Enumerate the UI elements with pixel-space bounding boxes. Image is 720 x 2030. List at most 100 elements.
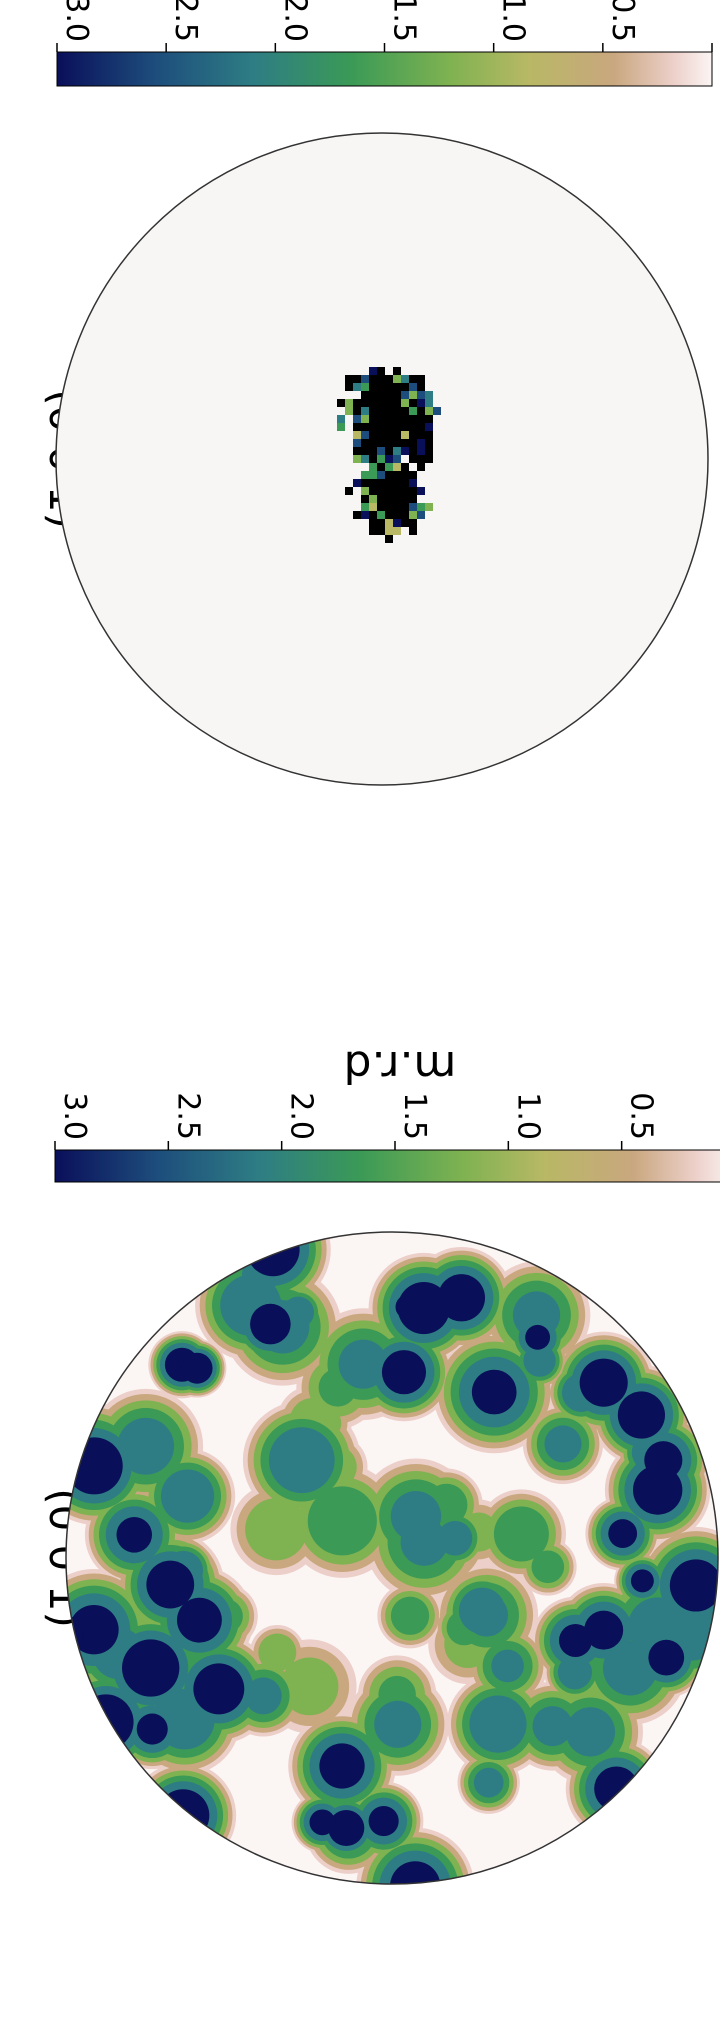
intensity-blob bbox=[397, 1281, 450, 1335]
intensity-pixel bbox=[393, 503, 401, 511]
intensity-blob bbox=[368, 1805, 399, 1837]
intensity-pixel bbox=[393, 383, 401, 391]
intensity-blob bbox=[381, 1350, 427, 1395]
intensity-pixel bbox=[417, 503, 425, 511]
intensity-pixel bbox=[361, 391, 369, 399]
intensity-blob bbox=[157, 1789, 210, 1842]
intensity-blob bbox=[250, 1303, 291, 1345]
intensity-pixel bbox=[409, 439, 417, 447]
intensity-blob bbox=[309, 1809, 336, 1836]
intensity-pixel bbox=[361, 503, 369, 511]
colorbar-tick-label: 2.0 bbox=[277, 0, 312, 42]
intensity-pixel bbox=[401, 415, 409, 423]
intensity-pixel bbox=[409, 391, 417, 399]
colorbar-tick-label: 1.0 bbox=[510, 1092, 545, 1140]
intensity-pixel bbox=[417, 431, 425, 439]
intensity-pixel bbox=[369, 463, 377, 471]
intensity-pixel bbox=[369, 415, 377, 423]
intensity-pixel bbox=[417, 383, 425, 391]
intensity-blob bbox=[246, 1232, 300, 1277]
intensity-pixel bbox=[385, 511, 393, 519]
intensity-pixel bbox=[369, 455, 377, 463]
intensity-blob bbox=[390, 1596, 430, 1635]
intensity-blob bbox=[328, 1809, 365, 1847]
intensity-pixel bbox=[409, 431, 417, 439]
top-intensity-cluster bbox=[337, 367, 441, 543]
colorbar-tick-label: 1.5 bbox=[397, 1092, 432, 1140]
intensity-blob bbox=[458, 1587, 506, 1634]
colorbar-tick-label: 2.5 bbox=[170, 1092, 205, 1140]
intensity-pixel bbox=[409, 519, 417, 527]
intensity-pixel bbox=[393, 447, 401, 455]
intensity-pixel bbox=[369, 439, 377, 447]
intensity-pixel bbox=[401, 495, 409, 503]
intensity-pixel bbox=[353, 479, 361, 487]
intensity-pixel bbox=[377, 375, 385, 383]
intensity-pixel bbox=[417, 399, 425, 407]
intensity-pixel bbox=[361, 447, 369, 455]
intensity-blob bbox=[531, 1550, 565, 1584]
intensity-pixel bbox=[393, 431, 401, 439]
intensity-blob bbox=[630, 1569, 654, 1593]
intensity-pixel bbox=[385, 383, 393, 391]
bottom-colorbar bbox=[54, 1149, 720, 1183]
intensity-blob bbox=[116, 1517, 153, 1553]
intensity-pixel bbox=[401, 439, 409, 447]
intensity-pixel bbox=[401, 375, 409, 383]
intensity-pixel bbox=[393, 495, 401, 503]
intensity-pixel bbox=[401, 399, 409, 407]
intensity-pixel bbox=[369, 503, 377, 511]
intensity-pixel bbox=[369, 383, 377, 391]
intensity-blob bbox=[469, 1695, 527, 1753]
intensity-pixel bbox=[409, 487, 417, 495]
intensity-pixel bbox=[385, 535, 393, 543]
intensity-pixel bbox=[377, 487, 385, 495]
intensity-pixel bbox=[369, 527, 377, 535]
intensity-pixel bbox=[409, 407, 417, 415]
intensity-pixel bbox=[417, 463, 425, 471]
intensity-pixel bbox=[345, 487, 353, 495]
intensity-pixel bbox=[409, 423, 417, 431]
intensity-pixel bbox=[385, 479, 393, 487]
intensity-pixel bbox=[425, 455, 433, 463]
intensity-pixel bbox=[345, 407, 353, 415]
intensity-pixel bbox=[393, 399, 401, 407]
intensity-pixel bbox=[401, 471, 409, 479]
intensity-pixel bbox=[409, 471, 417, 479]
intensity-pixel bbox=[361, 431, 369, 439]
intensity-blob bbox=[648, 1639, 685, 1676]
intensity-pixel bbox=[369, 407, 377, 415]
intensity-pixel bbox=[377, 399, 385, 407]
bottom-colorbar-ticks: 0.5 1.0 1.5 2.0 2.5 3.0 bbox=[54, 1092, 659, 1150]
intensity-blob bbox=[379, 1850, 452, 1884]
intensity-pixel bbox=[393, 519, 401, 527]
intensity-pixel bbox=[353, 439, 361, 447]
intensity-blob bbox=[584, 1610, 624, 1650]
intensity-pixel bbox=[385, 399, 393, 407]
intensity-pixel bbox=[377, 471, 385, 479]
colorbar-tick-label: 3.0 bbox=[59, 0, 94, 42]
intensity-pixel bbox=[409, 511, 417, 519]
intensity-blob bbox=[579, 1358, 628, 1407]
intensity-pixel bbox=[353, 511, 361, 519]
intensity-pixel bbox=[361, 455, 369, 463]
intensity-pixel bbox=[393, 455, 401, 463]
intensity-pixel bbox=[369, 487, 377, 495]
intensity-pixel bbox=[425, 415, 433, 423]
bottom-panel: m.r.d 0.51.01.52.02.53.0 (0 0 1) bbox=[40, 1041, 720, 1885]
intensity-pixel bbox=[393, 415, 401, 423]
intensity-pixel bbox=[417, 487, 425, 495]
intensity-pixel bbox=[377, 439, 385, 447]
intensity-blob bbox=[78, 1694, 134, 1750]
intensity-blob bbox=[608, 1519, 638, 1548]
colorbar-tick-label: 3.0 bbox=[57, 1092, 92, 1140]
intensity-pixel bbox=[353, 447, 361, 455]
intensity-pixel bbox=[369, 479, 377, 487]
intensity-pixel bbox=[369, 471, 377, 479]
intensity-pixel bbox=[385, 519, 393, 527]
intensity-blob bbox=[400, 1518, 448, 1566]
intensity-pixel bbox=[401, 503, 409, 511]
intensity-blob bbox=[558, 1624, 592, 1657]
intensity-pixel bbox=[393, 375, 401, 383]
intensity-blob bbox=[669, 1559, 718, 1612]
